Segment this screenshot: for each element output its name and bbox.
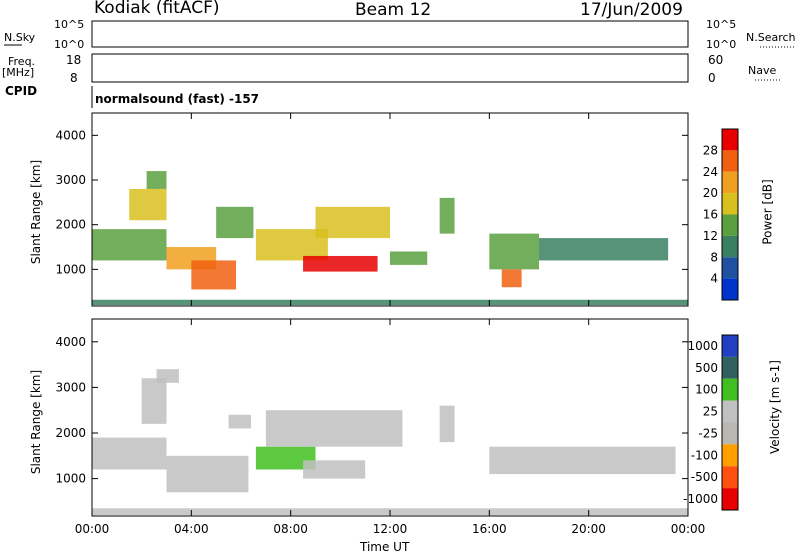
colorbar-tick-1-6: -500 — [691, 470, 718, 484]
y-tick-label-1-2: 3000 — [55, 380, 86, 394]
heatmap-cell-1-5 — [228, 414, 251, 429]
beam-title: Beam 12 — [355, 0, 432, 20]
heatmap-cell-0-3 — [146, 171, 167, 189]
colorbar-tick-0-1: 8 — [710, 250, 718, 264]
colorbar-swatch-1-7 — [722, 488, 738, 510]
colorbar-frame-0 — [721, 128, 739, 301]
freq-panel — [91, 53, 689, 83]
heatmap-cell-1-8 — [265, 410, 403, 447]
y-tick-label-1-1: 2000 — [55, 426, 86, 440]
heatmap-cell-1-1 — [92, 437, 167, 470]
freq-tick-high: 18 — [66, 53, 82, 67]
colorbar-swatch-1-5 — [722, 444, 738, 467]
x-tick-label-1: 04:00 — [174, 522, 209, 536]
colorbar-tick-1-3: 25 — [703, 405, 718, 419]
colorbar-swatch-1-0 — [722, 335, 738, 357]
station-title: Kodiak (fitACF) — [94, 0, 220, 18]
y-tick-label-0-0: 1000 — [55, 262, 86, 276]
heatmap-cell-0-6 — [216, 206, 254, 239]
colorbar-swatch-0-5 — [722, 235, 738, 258]
heatmap-cell-0-11 — [439, 197, 455, 234]
colorbar-tick-0-2: 12 — [703, 229, 718, 243]
colorbar-tick-0-4: 20 — [703, 186, 718, 200]
nave-label: Nave — [748, 64, 777, 77]
heatmap-cell-0-2 — [129, 188, 167, 221]
date-title: 17/Jun/2009 — [580, 0, 683, 20]
heatmap-cell-0-13 — [501, 269, 522, 288]
x-tick-label-4: 16:00 — [472, 522, 507, 536]
cpid-panel — [92, 86, 688, 108]
colorbar-tick-0-5: 24 — [703, 165, 718, 179]
y-tick-label-1-0: 1000 — [55, 472, 86, 486]
heatmap-cell-0-14 — [539, 238, 669, 261]
colorbar-swatch-0-0 — [722, 129, 738, 151]
colorbar-swatch-1-6 — [722, 466, 738, 489]
freq-tick-low: 8 — [70, 71, 78, 85]
nsearch-tick-low: 10^0 — [706, 38, 737, 51]
heatmap-cell-0-5 — [191, 260, 237, 290]
nsearch-tick-high: 10^5 — [706, 18, 737, 31]
heatmap-cell-0-8 — [303, 255, 378, 272]
y-tick-label-0-3: 4000 — [55, 128, 86, 142]
cpid-label: CPID — [5, 84, 38, 98]
colorbar-tick-0-0: 4 — [710, 272, 718, 286]
y-tick-label-1-3: 4000 — [55, 335, 86, 349]
freq-unit-label: [MHz] — [2, 66, 35, 79]
colorbar-swatch-0-3 — [722, 193, 738, 215]
x-tick-label-0: 00:00 — [75, 522, 110, 536]
heatmap-cell-1-6 — [255, 446, 316, 470]
colorbar-swatch-0-6 — [722, 257, 738, 279]
x-tick-label-6: 00:00 — [671, 522, 706, 536]
heatmap-cell-1-10 — [489, 446, 676, 475]
colorbar-tick-1-4: -25 — [698, 426, 718, 440]
x-tick-label-5: 20:00 — [571, 522, 606, 536]
colorbar-tick-1-7: -1000 — [683, 492, 718, 506]
heatmap-cell-1-3 — [166, 455, 249, 493]
heatmap-cell-0-1 — [92, 229, 167, 261]
colorbar-swatch-1-4 — [722, 422, 738, 445]
nave-tick-low: 0 — [708, 71, 716, 85]
x-axis-title: Time UT — [360, 540, 410, 554]
colorbar-tick-1-2: 100 — [695, 383, 718, 397]
y-tick-label-0-1: 2000 — [55, 218, 86, 232]
x-tick-label-3: 12:00 — [373, 522, 408, 536]
colorbar-swatch-1-3 — [722, 400, 738, 423]
colorbar-swatch-1-1 — [722, 356, 738, 379]
heatmap-cell-0-10 — [390, 251, 428, 265]
colorbar-tick-1-1: 500 — [695, 361, 718, 375]
heatmap-cell-1-9 — [439, 405, 455, 443]
y-tick-label-0-2: 3000 — [55, 173, 86, 187]
nsky-tick-low: 10^0 — [54, 38, 85, 51]
colorbar-frame-1 — [721, 334, 739, 511]
colorbar-swatch-0-7 — [722, 278, 738, 300]
nsky-tick-high: 10^5 — [54, 18, 85, 31]
heatmap-cell-1-2 — [141, 378, 167, 424]
heatmap-cell-1-7 — [303, 460, 366, 479]
colorbar-swatch-0-4 — [722, 214, 738, 236]
nave-tick-high: 60 — [708, 53, 724, 67]
freq-label: Freq. — [8, 55, 36, 68]
colorbar-tick-0-3: 16 — [703, 208, 718, 222]
nsearch-label: N.Search — [746, 31, 796, 44]
heatmap-cell-0-9 — [315, 206, 390, 239]
colorbar-tick-1-0: 1000 — [687, 339, 718, 353]
colorbar-swatch-0-2 — [722, 171, 738, 194]
heatmap-cell-0-12 — [489, 233, 539, 270]
colorbar-tick-0-6: 28 — [703, 143, 718, 157]
cpid-value: normalsound (fast) -157 — [95, 92, 260, 106]
colorbar-swatch-0-1 — [722, 150, 738, 172]
nsky-panel — [91, 20, 689, 48]
colorbar-swatch-1-2 — [722, 378, 738, 401]
nsky-label: N.Sky — [4, 31, 36, 44]
x-tick-label-2: 08:00 — [273, 522, 308, 536]
colorbar-tick-1-5: -100 — [691, 448, 718, 462]
heatmap-cell-1-4 — [156, 369, 179, 383]
